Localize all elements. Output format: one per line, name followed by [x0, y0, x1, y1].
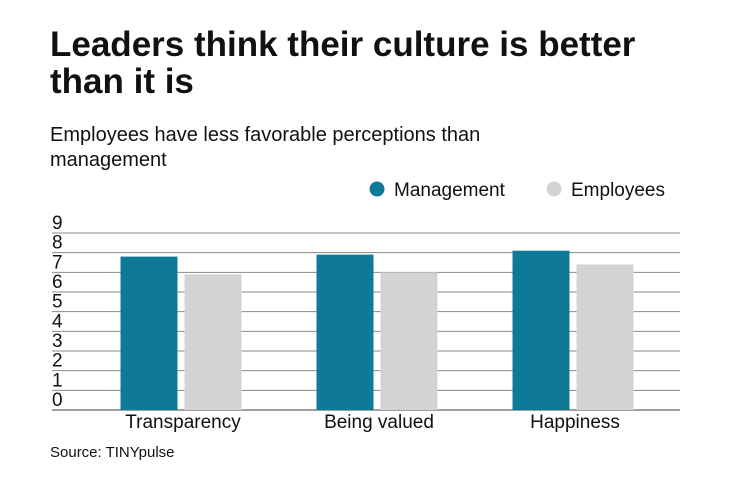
- y-tick-label: 9: [52, 213, 63, 234]
- y-tick-label: 1: [52, 370, 63, 391]
- bar: [512, 250, 570, 410]
- y-tick-label: 7: [52, 252, 63, 273]
- bar: [316, 254, 374, 410]
- legend-swatch: [546, 181, 562, 197]
- legend-swatch: [369, 181, 385, 197]
- y-tick-label: 5: [52, 292, 63, 313]
- x-tick-label: Being valued: [324, 412, 434, 433]
- y-tick-label: 0: [52, 390, 63, 411]
- y-tick-label: 4: [52, 311, 63, 332]
- y-tick-label: 2: [52, 351, 63, 372]
- y-tick-label: 3: [52, 331, 63, 352]
- y-tick-label: 8: [52, 233, 63, 254]
- bar: [184, 274, 242, 410]
- legend-label: Employees: [571, 180, 665, 201]
- y-tick-label: 6: [52, 272, 63, 293]
- source: Source: TINYpulse: [50, 444, 175, 461]
- x-tick-label: Happiness: [530, 412, 620, 433]
- x-tick-label: Transparency: [125, 412, 241, 433]
- bar: [120, 256, 178, 410]
- chart-subtitle: Employees have less favorable perception…: [50, 124, 480, 146]
- legend-label: Management: [394, 180, 506, 201]
- bar: [380, 272, 438, 410]
- chart-title: Leaders think their culture is better: [50, 25, 636, 64]
- bar: [576, 264, 634, 410]
- chart-subtitle: management: [50, 149, 167, 171]
- chart-title: than it is: [50, 62, 194, 101]
